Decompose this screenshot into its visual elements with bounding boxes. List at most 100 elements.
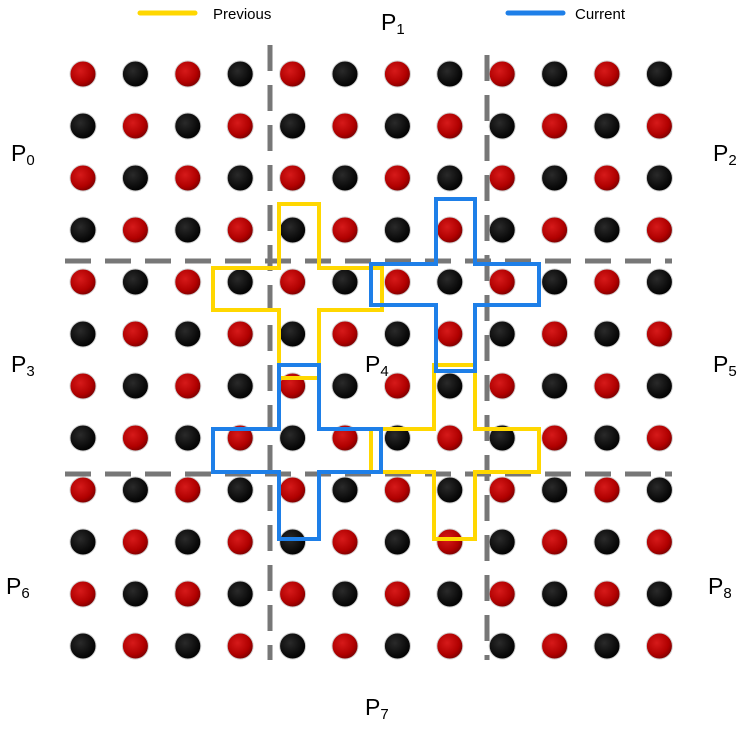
red-dot	[226, 528, 254, 556]
black-dot	[121, 372, 149, 400]
red-dot	[593, 164, 621, 192]
black-dot	[383, 320, 411, 348]
red-dot	[69, 476, 97, 504]
black-dot	[488, 528, 516, 556]
red-dot	[331, 216, 359, 244]
red-dot	[593, 476, 621, 504]
black-dot	[488, 632, 516, 660]
red-dot	[541, 424, 569, 452]
black-dot	[593, 424, 621, 452]
red-dot	[226, 632, 254, 660]
red-dot	[331, 528, 359, 556]
black-dot	[436, 60, 464, 88]
black-dot	[331, 476, 359, 504]
black-dot	[121, 60, 149, 88]
black-dot	[121, 268, 149, 296]
black-dot	[69, 112, 97, 140]
black-dot	[226, 476, 254, 504]
black-dot	[541, 268, 569, 296]
red-dot	[541, 632, 569, 660]
red-dot	[69, 372, 97, 400]
black-dot	[645, 268, 673, 296]
partition-labels: P0 P1 P2 P3 P4 P5 P6 P7 P8	[6, 9, 737, 723]
black-dot	[174, 528, 202, 556]
black-dot	[541, 60, 569, 88]
legend-current-label: Current	[575, 6, 626, 23]
red-dot	[279, 476, 307, 504]
label-p2: P2	[713, 140, 737, 169]
black-dot	[436, 580, 464, 608]
black-dot	[226, 268, 254, 296]
red-dot	[383, 372, 411, 400]
red-dot	[541, 112, 569, 140]
red-dot	[226, 216, 254, 244]
red-dot	[174, 268, 202, 296]
red-dot	[279, 580, 307, 608]
red-dot	[488, 164, 516, 192]
current-region-outline	[369, 197, 541, 373]
black-dot	[174, 632, 202, 660]
black-dot	[645, 372, 673, 400]
black-dot	[69, 216, 97, 244]
black-dot	[174, 320, 202, 348]
red-dot	[174, 60, 202, 88]
red-dot	[488, 580, 516, 608]
red-dot	[69, 580, 97, 608]
black-dot	[593, 632, 621, 660]
black-dot	[645, 476, 673, 504]
red-dot	[121, 424, 149, 452]
black-dot	[436, 164, 464, 192]
black-dot	[331, 164, 359, 192]
black-dot	[593, 528, 621, 556]
red-dot	[383, 476, 411, 504]
current-region-outline-2	[211, 363, 383, 541]
black-dot	[436, 268, 464, 296]
red-dot	[69, 60, 97, 88]
red-dot	[121, 320, 149, 348]
black-dot	[279, 632, 307, 660]
red-dot	[174, 164, 202, 192]
black-dot	[69, 528, 97, 556]
dot-grid	[69, 60, 673, 660]
red-dot	[331, 112, 359, 140]
black-dot	[383, 112, 411, 140]
black-dot	[69, 320, 97, 348]
black-dot	[436, 476, 464, 504]
black-dot	[488, 216, 516, 244]
black-dot	[121, 476, 149, 504]
red-dot	[226, 320, 254, 348]
red-dot	[383, 580, 411, 608]
black-dot	[645, 60, 673, 88]
black-dot	[279, 320, 307, 348]
black-dot	[488, 112, 516, 140]
red-dot	[174, 476, 202, 504]
red-dot	[383, 164, 411, 192]
red-dot	[279, 268, 307, 296]
red-dot	[69, 164, 97, 192]
black-dot	[226, 580, 254, 608]
red-dot	[645, 528, 673, 556]
black-dot	[331, 268, 359, 296]
label-p0: P0	[11, 140, 35, 169]
red-dot	[593, 268, 621, 296]
red-dot	[174, 372, 202, 400]
red-dot	[226, 112, 254, 140]
label-p8: P8	[708, 573, 732, 602]
black-dot	[226, 60, 254, 88]
red-dot	[436, 112, 464, 140]
legend-previous-label: Previous	[213, 6, 271, 23]
red-dot	[331, 632, 359, 660]
red-dot	[593, 580, 621, 608]
black-dot	[541, 476, 569, 504]
black-dot	[541, 164, 569, 192]
red-dot	[645, 112, 673, 140]
label-p7: P7	[365, 694, 389, 723]
black-dot	[593, 112, 621, 140]
black-dot	[593, 216, 621, 244]
red-dot	[121, 632, 149, 660]
red-dot	[593, 372, 621, 400]
black-dot	[279, 216, 307, 244]
red-dot	[121, 528, 149, 556]
red-dot	[121, 216, 149, 244]
black-dot	[541, 580, 569, 608]
